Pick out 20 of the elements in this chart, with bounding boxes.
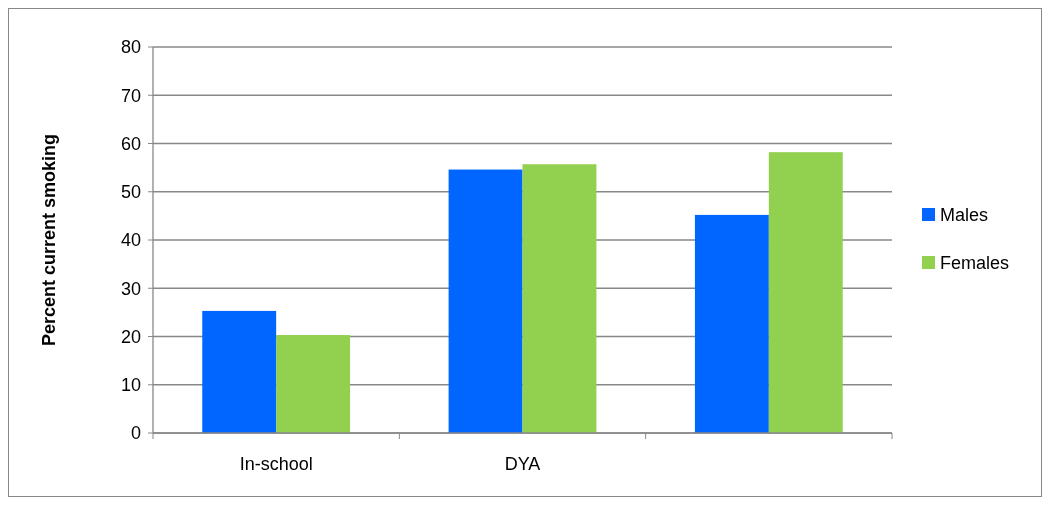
y-tick-label: 60 [120,133,141,154]
bar [522,164,597,433]
bar [694,214,769,433]
y-tick-label: 80 [120,37,141,58]
y-axis-title: Percent current smoking [39,133,59,347]
x-tick-label: DYA [504,454,541,474]
bar [448,169,523,433]
bar [768,152,843,433]
y-tick-label: 70 [120,85,141,106]
bar [202,310,277,433]
y-tick-label: 10 [120,375,141,396]
x-tick-label: In-school [239,454,313,474]
y-tick-label: 50 [120,182,141,203]
y-tick-label: 30 [120,278,141,299]
legend-label: Males [940,205,989,226]
y-tick-label: 0 [130,423,141,444]
bar [276,335,351,433]
legend-label: Females [940,253,1010,274]
y-tick-label: 40 [120,230,141,251]
y-tick-label: 20 [120,326,141,347]
